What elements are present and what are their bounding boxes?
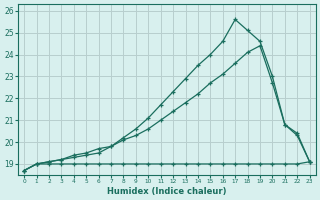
X-axis label: Humidex (Indice chaleur): Humidex (Indice chaleur) — [107, 187, 227, 196]
